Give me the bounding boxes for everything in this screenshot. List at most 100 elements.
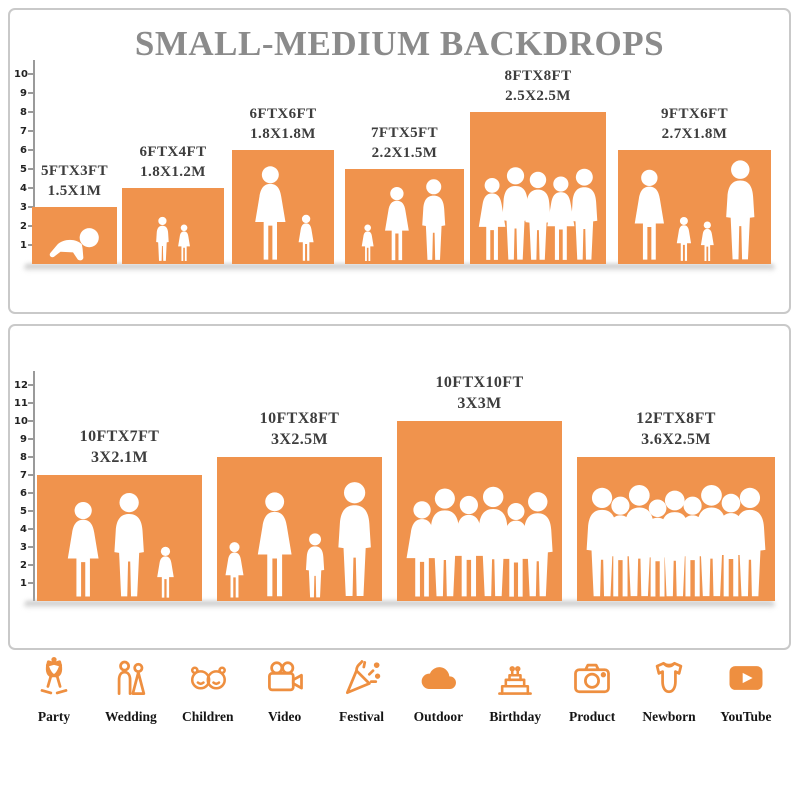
ruler-tick: 4 xyxy=(14,523,33,535)
woman-silhouette xyxy=(257,492,292,597)
man-silhouette xyxy=(571,168,598,260)
boy-silhouette xyxy=(305,533,325,598)
ruler-number: 10 xyxy=(14,415,28,427)
category-label: Birthday xyxy=(489,709,542,724)
backdrop-rect xyxy=(217,457,382,601)
people-silhouettes xyxy=(225,482,371,598)
baby-silhouette xyxy=(49,228,99,261)
ruler-line xyxy=(33,60,35,264)
ruler-tick: 9 xyxy=(14,433,33,445)
backdrop-rect xyxy=(470,112,606,264)
size-ft-label: 5FTX3FT xyxy=(41,163,108,179)
ruler-number: 5 xyxy=(20,163,27,175)
category-festival: Festival xyxy=(328,656,396,725)
size-m-label: 3X2.1M xyxy=(90,449,149,467)
tick-mark xyxy=(28,149,33,151)
backdrop-size-label: 10FTX10FT 3X3M xyxy=(435,373,523,415)
category-product: Product xyxy=(558,656,626,725)
category-birthday: Birthday xyxy=(481,656,549,725)
category-label: Product xyxy=(569,709,616,724)
tick-mark xyxy=(28,384,33,386)
man-silhouette xyxy=(338,482,371,597)
panel-medium-backdrops: 1 2 3 4 5 6 7 8 9 10 11 12 10FTX7FT 3X2.1M 10FTX8FT 3X… xyxy=(8,324,791,650)
size-m-label: 1.5X1M xyxy=(47,182,102,199)
backdrop-size-label: 10FTX8FT 3X2.5M xyxy=(260,409,340,451)
girl-silhouette xyxy=(676,216,692,261)
boy-silhouette xyxy=(156,216,169,261)
ground-shadow xyxy=(24,264,775,272)
tick-mark xyxy=(28,73,33,75)
backdrop-size-label: 6FTX4FT 1.8X1.2M xyxy=(140,143,207,182)
category-label: Video xyxy=(268,709,302,724)
size-ft-label: 6FTX6FT xyxy=(249,106,317,122)
ruler-tick: 9 xyxy=(14,87,33,99)
backdrop-rect xyxy=(32,207,117,264)
girl-silhouette xyxy=(178,224,190,262)
ruler-number: 5 xyxy=(20,505,27,517)
category-label: Children xyxy=(181,709,234,724)
ruler-tick: 1 xyxy=(14,239,33,251)
ruler-number: 12 xyxy=(14,379,28,391)
ruler-number: 11 xyxy=(14,397,28,409)
festival-icon xyxy=(340,656,384,700)
backdrop-item: 6FTX4FT 1.8X1.2M xyxy=(122,143,224,264)
tick-mark xyxy=(28,456,33,458)
outdoor-icon xyxy=(416,656,460,700)
ruler-number: 7 xyxy=(20,469,27,481)
woman-silhouette xyxy=(478,177,506,260)
man-silhouette xyxy=(502,167,529,260)
category-party: Party xyxy=(20,656,88,725)
video-icon xyxy=(263,656,307,700)
backdrop-rect xyxy=(618,150,771,264)
people-silhouettes xyxy=(361,179,446,262)
girl-silhouette xyxy=(361,224,374,262)
backdrop-rect xyxy=(397,421,562,601)
ruler-number: 1 xyxy=(20,239,27,251)
ruler-tick: 6 xyxy=(14,144,33,156)
ruler-top: 1 2 3 4 5 6 7 8 9 10 xyxy=(14,60,35,264)
people-silhouettes xyxy=(478,167,598,260)
ruler-number: 9 xyxy=(20,433,27,445)
ruler-number: 8 xyxy=(20,451,27,463)
ruler-number: 10 xyxy=(14,68,28,80)
ruler-tick: 8 xyxy=(14,106,33,118)
ruler-tick: 2 xyxy=(14,559,33,571)
size-m-label: 3X3M xyxy=(457,395,502,413)
size-m-label: 2.2X1.5M xyxy=(371,144,438,161)
backdrop-size-label: 5FTX3FT 1.5X1M xyxy=(41,162,108,201)
category-label: Festival xyxy=(339,709,384,724)
ruler-number: 9 xyxy=(20,87,27,99)
backdrop-item: 8FTX8FT 2.5X2.5M xyxy=(470,67,606,264)
ruler-tick: 1 xyxy=(14,577,33,589)
man-silhouette xyxy=(726,160,755,260)
girl-silhouette xyxy=(298,214,314,261)
people-silhouettes xyxy=(634,160,755,261)
woman-silhouette xyxy=(67,501,99,597)
girl-silhouette xyxy=(700,221,714,261)
backdrop-rect xyxy=(232,150,334,264)
ruler-number: 6 xyxy=(20,487,27,499)
category-outdoor: Outdoor xyxy=(404,656,472,725)
tick-mark xyxy=(28,92,33,94)
birthday-icon xyxy=(493,656,537,700)
ruler-tick: 7 xyxy=(14,125,33,137)
tick-mark xyxy=(28,564,33,566)
tick-mark xyxy=(28,510,33,512)
man-silhouette xyxy=(525,171,551,260)
tick-mark xyxy=(28,402,33,404)
size-ft-label: 10FTX8FT xyxy=(259,410,340,428)
newborn-icon xyxy=(647,656,691,700)
ruler-tick: 10 xyxy=(14,415,33,427)
people-silhouettes xyxy=(406,486,553,597)
tick-mark xyxy=(28,244,33,246)
backdrop-size-label: 7FTX5FT 2.2X1.5M xyxy=(371,124,438,163)
man-silhouette xyxy=(422,179,446,260)
ground-shadow xyxy=(24,601,775,609)
page-title: SMALL-MEDIUM BACKDROPS xyxy=(134,24,665,63)
size-ft-label: 12FTX8FT xyxy=(636,410,716,428)
ruler-line xyxy=(33,371,35,601)
ruler-tick: 3 xyxy=(14,541,33,553)
backdrop-rect xyxy=(37,475,202,601)
ruler-tick: 5 xyxy=(14,163,33,175)
tick-mark xyxy=(28,474,33,476)
